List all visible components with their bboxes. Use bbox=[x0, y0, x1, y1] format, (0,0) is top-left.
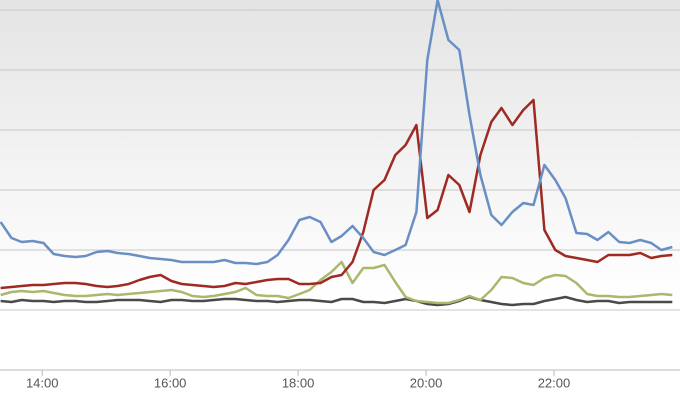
series-line bbox=[0, 295, 673, 307]
x-tick-label: 20:00 bbox=[410, 375, 443, 390]
series-line bbox=[0, 260, 673, 305]
x-tick-label: 14:00 bbox=[26, 375, 59, 390]
x-tick-label: 16:00 bbox=[154, 375, 187, 390]
series-line bbox=[0, 98, 673, 290]
series-line bbox=[0, 0, 673, 266]
x-tick-label: 22:00 bbox=[538, 375, 571, 390]
x-tick-label: 18:00 bbox=[282, 375, 315, 390]
